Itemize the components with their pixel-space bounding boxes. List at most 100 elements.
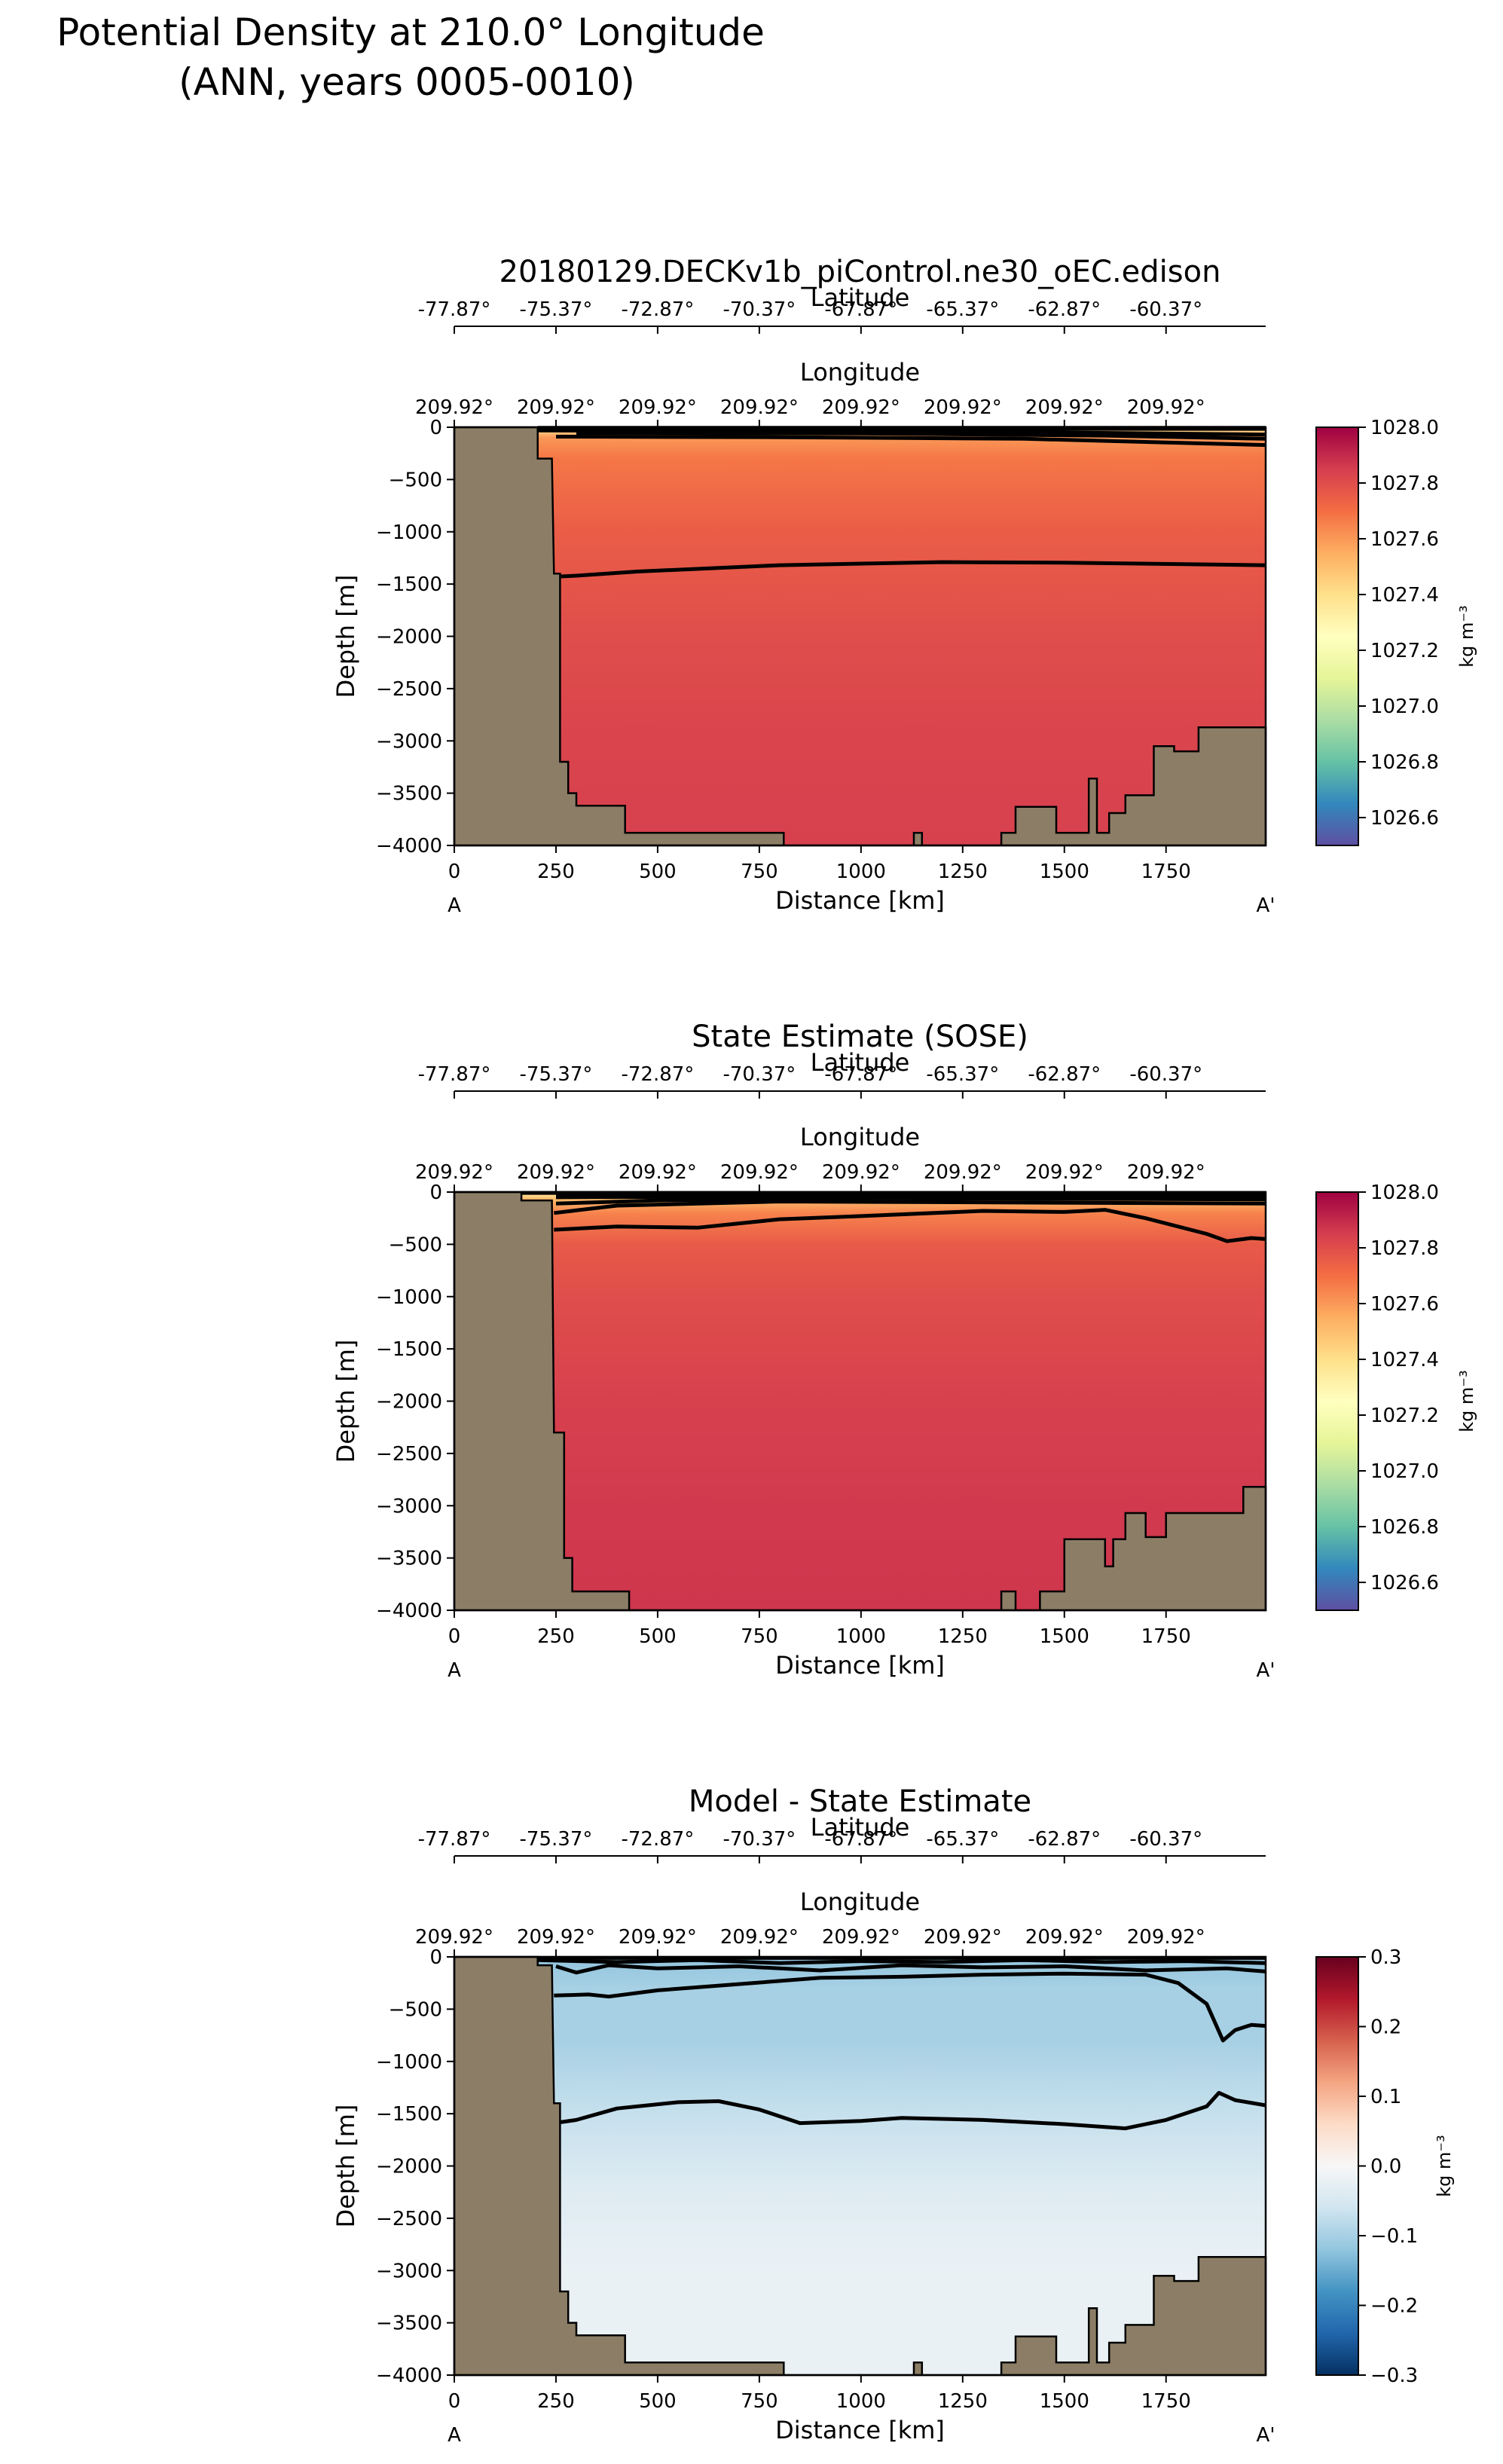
longitude-tick-label: 209.92° — [517, 1161, 595, 1184]
x-tick-label: 0 — [448, 2390, 461, 2413]
panel-1: 20180129.DECKv1b_piControl.ne30_oEC.edis… — [331, 255, 1477, 917]
y-tick-label: −500 — [389, 1234, 442, 1256]
y-tick-label: −3500 — [376, 1548, 442, 1570]
y-tick-label: −2000 — [376, 626, 442, 649]
y-tick-label: −3000 — [376, 730, 442, 753]
longitude-tick-label: 209.92° — [415, 1926, 493, 1949]
colorbar-tick-label: −0.1 — [1370, 2225, 1418, 2248]
latitude-tick-label: -72.87° — [622, 1063, 695, 1086]
longitude-tick-label: 209.92° — [1127, 396, 1205, 419]
density-field — [454, 427, 1266, 845]
longitude-tick-label: 209.92° — [924, 396, 1002, 419]
x-tick-label: 1250 — [938, 1625, 988, 1648]
latitude-tick-label: -65.37° — [926, 1828, 999, 1851]
y-tick-label: −3000 — [376, 2260, 442, 2282]
x-tick-label: 1000 — [836, 2390, 886, 2413]
section-end-label: A' — [1257, 894, 1275, 917]
bathymetry-land — [453, 1955, 1267, 2377]
y-tick-label: 0 — [429, 417, 442, 439]
x-tick-label: 750 — [741, 2390, 778, 2413]
colorbar-tick-label: 1026.6 — [1370, 1572, 1439, 1594]
x-tick-label: 250 — [537, 1625, 575, 1648]
x-tick-label: 1500 — [1040, 1625, 1089, 1648]
latitude-tick-label: -75.37° — [520, 1828, 593, 1851]
section-start-label: A — [448, 894, 461, 917]
section-end-label: A' — [1257, 2424, 1275, 2447]
latitude-tick-label: -62.87° — [1028, 1063, 1101, 1086]
longitude-tick-label: 209.92° — [1127, 1161, 1205, 1184]
longitude-tick-label: 209.92° — [1127, 1926, 1205, 1949]
panel-title: Model - State Estimate — [689, 1784, 1031, 1819]
longitude-tick-label: 209.92° — [415, 1161, 493, 1184]
y-tick-label: −1000 — [376, 521, 442, 544]
x-tick-label: 1750 — [1141, 861, 1191, 883]
x-tick-label: 1000 — [836, 1625, 886, 1648]
latitude-tick-label: -77.87° — [418, 298, 491, 321]
figure-subtitle: (ANN, years 0005-0010) — [179, 60, 635, 104]
colorbar-tick-label: 1027.8 — [1370, 472, 1439, 495]
latitude-tick-label: -77.87° — [418, 1828, 491, 1851]
y-tick-label: −4000 — [376, 2365, 442, 2387]
colorbar-tick-label: −0.3 — [1370, 2365, 1418, 2387]
panel-2: State Estimate (SOSE)Latitude -77.87° -75.… — [331, 1020, 1477, 1682]
contour-line — [553, 2090, 1266, 2131]
contour-line — [554, 1200, 1266, 1215]
latitude-axis-label: Latitude — [811, 283, 910, 312]
section-start-label: A — [448, 1659, 461, 1682]
colorbar-tick-label: 1027.4 — [1370, 584, 1439, 607]
x-tick-label: 1500 — [1040, 861, 1089, 883]
colorbar-tick-label: 1027.6 — [1370, 1293, 1439, 1316]
panels: 20180129.DECKv1b_piControl.ne30_oEC.edis… — [331, 255, 1477, 2447]
longitude-axis-label: Longitude — [800, 1123, 920, 1151]
x-tick-label: 750 — [741, 861, 778, 883]
colorbar-tick-label: 1027.4 — [1370, 1349, 1439, 1371]
y-axis-label: Depth [m] — [331, 1340, 360, 1463]
longitude-tick-label: 209.92° — [822, 1926, 900, 1949]
longitude-tick-label: 209.92° — [619, 396, 697, 419]
latitude-tick-label: -77.87° — [418, 1063, 491, 1086]
figure-title: Potential Density at 210.0° Longitude — [57, 11, 765, 54]
y-tick-label: −1000 — [376, 1286, 442, 1309]
y-tick-label: −2500 — [376, 1443, 442, 1466]
colorbar-tick-label: 1027.8 — [1370, 1237, 1439, 1260]
x-tick-label: 500 — [639, 2390, 677, 2413]
x-tick-label: 1750 — [1141, 2390, 1191, 2413]
colorbar-tick-label: 1027.6 — [1370, 528, 1439, 551]
bathymetry-land — [453, 1191, 1267, 1612]
latitude-tick-label: -70.37° — [722, 1063, 796, 1086]
longitude-tick-label: 209.92° — [619, 1161, 697, 1184]
y-tick-label: 0 — [429, 1182, 442, 1204]
latitude-tick-label: -62.87° — [1028, 298, 1101, 321]
latitude-tick-label: -62.87° — [1028, 1828, 1101, 1851]
colorbar-tick-label: 0.3 — [1370, 1946, 1401, 1969]
longitude-tick-label: 209.92° — [720, 1161, 799, 1184]
panel-title: State Estimate (SOSE) — [692, 1020, 1028, 1054]
longitude-tick-label: 209.92° — [1025, 1926, 1104, 1949]
x-tick-label: 0 — [448, 1625, 461, 1648]
longitude-tick-label: 209.92° — [415, 396, 493, 419]
longitude-axis-label: Longitude — [800, 358, 920, 387]
longitude-tick-label: 209.92° — [822, 396, 900, 419]
contour-line — [576, 431, 1266, 441]
x-tick-label: 250 — [537, 861, 575, 883]
latitude-tick-label: -60.37° — [1129, 298, 1202, 321]
contour-line — [555, 435, 1266, 448]
colorbar-tick-label: 1027.0 — [1370, 695, 1439, 718]
latitude-tick-label: -75.37° — [520, 298, 593, 321]
y-tick-label: 0 — [429, 1946, 442, 1969]
panel-title: 20180129.DECKv1b_piControl.ne30_oEC.edis… — [499, 255, 1221, 289]
y-tick-label: −500 — [389, 1998, 442, 2021]
colorbar-label: kg m⁻³ — [1456, 605, 1477, 667]
y-tick-label: −1000 — [376, 2051, 442, 2074]
x-tick-label: 1250 — [938, 861, 988, 883]
contour-line — [554, 1208, 1266, 1243]
longitude-tick-label: 209.92° — [720, 396, 799, 419]
latitude-axis-label: Latitude — [811, 1048, 910, 1077]
colorbar-tick-label: 1028.0 — [1370, 1182, 1439, 1204]
x-axis-label: Distance [km] — [775, 1651, 945, 1680]
x-tick-label: 1250 — [938, 2390, 988, 2413]
y-tick-label: −2500 — [376, 2208, 442, 2230]
colorbar-tick-label: 0.0 — [1370, 2156, 1401, 2178]
latitude-tick-label: -65.37° — [926, 1063, 999, 1086]
